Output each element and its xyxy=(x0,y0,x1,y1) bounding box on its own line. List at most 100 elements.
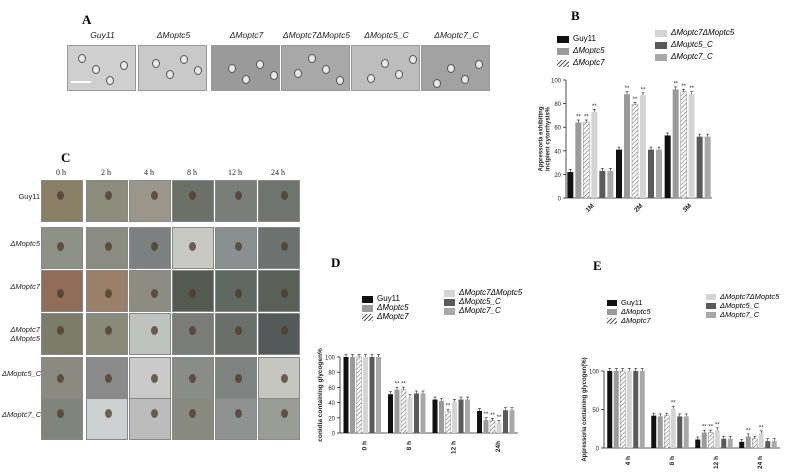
bar xyxy=(407,397,413,433)
micrograph-cell xyxy=(215,227,257,269)
panel-d-label: D xyxy=(331,255,341,270)
bar xyxy=(616,149,622,198)
y-tick-label: 100 xyxy=(325,356,336,362)
bar xyxy=(672,89,679,198)
bar xyxy=(458,399,464,433)
time-label: 2 h xyxy=(101,168,111,177)
conidium xyxy=(151,326,158,335)
bar xyxy=(664,135,671,198)
bar xyxy=(696,136,703,198)
panel-e-label: E xyxy=(593,258,602,273)
conidium xyxy=(475,60,483,69)
conidium xyxy=(235,242,242,251)
conidium xyxy=(242,75,250,84)
significance-mark: ** xyxy=(592,104,597,110)
micrograph-cell xyxy=(41,227,83,269)
bar xyxy=(343,357,349,433)
micrograph-cell xyxy=(172,313,214,355)
bar xyxy=(420,393,426,433)
legend-swatch xyxy=(444,290,455,297)
conidium xyxy=(281,191,288,200)
legend-label: Guy11 xyxy=(573,34,596,43)
legend-swatch xyxy=(706,294,716,300)
x-tick-label: 24h xyxy=(495,441,502,452)
bar xyxy=(626,371,632,448)
micrograph xyxy=(67,45,136,91)
bar xyxy=(452,401,457,433)
conidium xyxy=(281,409,288,418)
legend-label: ΔMoptc7ΔMoptc5 xyxy=(671,28,735,37)
bar xyxy=(714,430,720,448)
bar xyxy=(607,371,613,448)
significance-mark: ** xyxy=(715,422,720,428)
conidium xyxy=(409,55,417,64)
legend-label: ΔMoptc5_C xyxy=(459,297,501,306)
significance-mark: ** xyxy=(641,87,646,93)
legend-label: ΔMoptc7ΔMoptc5 xyxy=(459,288,523,297)
bar xyxy=(683,416,689,448)
strain-label: ΔMoptc7_C xyxy=(434,30,479,40)
legend-swatch xyxy=(557,48,569,55)
bar xyxy=(414,393,419,433)
conidium xyxy=(57,374,64,383)
conidium xyxy=(235,289,242,298)
x-tick-label: 12 h xyxy=(713,456,720,469)
significance-mark: ** xyxy=(671,401,676,407)
bar xyxy=(657,416,663,448)
significance-mark: ** xyxy=(490,413,495,419)
significance-mark: ** xyxy=(633,97,638,103)
conidium xyxy=(336,76,344,85)
y-tick-label: 40 xyxy=(328,401,335,407)
conidium xyxy=(105,242,112,251)
conidium xyxy=(433,79,441,88)
bar xyxy=(483,420,489,433)
bar xyxy=(701,432,707,448)
legend-label: Guy11 xyxy=(621,298,643,307)
conidium xyxy=(105,374,112,383)
conidium xyxy=(367,74,375,83)
bar xyxy=(695,439,701,448)
panel-b-label: B xyxy=(571,8,580,23)
micrograph-cell xyxy=(41,313,83,355)
conidium xyxy=(308,54,316,63)
bar xyxy=(758,433,764,448)
bar xyxy=(656,149,662,198)
bar xyxy=(639,371,645,448)
y-tick-label: 20 xyxy=(554,173,561,179)
conidium xyxy=(235,326,242,335)
legend-label: ΔMoptc5_C xyxy=(720,301,760,310)
conidium xyxy=(180,55,188,64)
bar xyxy=(664,415,670,449)
strain-label: ΔMoptc5 xyxy=(156,30,191,40)
conidium xyxy=(281,374,288,383)
micrograph-cell xyxy=(258,313,300,355)
y-tick-label: 80 xyxy=(328,371,335,377)
micrograph-cell xyxy=(129,270,171,312)
conidium xyxy=(189,409,196,418)
legend-swatch xyxy=(557,60,569,67)
conidium xyxy=(395,70,403,79)
row-label: ΔMoptc7 ΔMoptc5 xyxy=(10,325,40,343)
y-tick-label: 60 xyxy=(554,126,561,132)
bar xyxy=(607,170,614,198)
legend-swatch xyxy=(444,299,455,306)
y-axis-label: conidia containing glycogen% xyxy=(317,348,324,442)
legend-label: ΔMoptc7 xyxy=(377,312,409,321)
bar xyxy=(670,408,676,448)
legend-label: Guy11 xyxy=(377,294,400,303)
significance-mark: ** xyxy=(395,382,400,388)
y-axis-label: incipient cytorrhysis% xyxy=(546,106,552,171)
y-tick-label: 50 xyxy=(592,408,599,414)
conidium xyxy=(57,409,64,418)
x-tick-label: 1M xyxy=(584,202,595,213)
bar xyxy=(651,415,657,448)
micrograph-cell xyxy=(41,180,83,222)
micrograph xyxy=(421,45,490,91)
conidium xyxy=(151,374,158,383)
conidium xyxy=(152,59,160,68)
micrograph-cell xyxy=(258,398,300,440)
bar xyxy=(388,394,393,433)
bar xyxy=(648,149,654,198)
significance-mark: ** xyxy=(497,415,502,421)
